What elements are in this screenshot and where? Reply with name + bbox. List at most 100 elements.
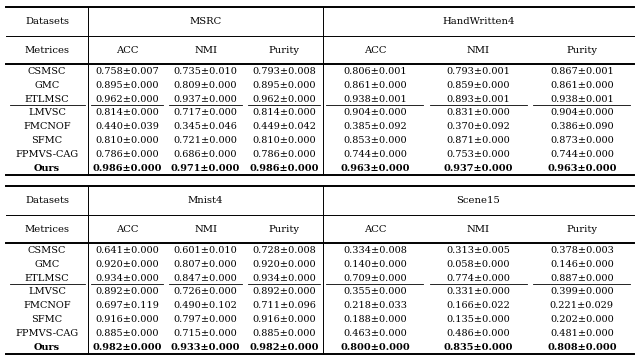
Text: 0.786±0.000: 0.786±0.000	[95, 150, 159, 159]
Text: 0.962±0.000: 0.962±0.000	[252, 95, 316, 103]
Text: 0.861±0.000: 0.861±0.000	[550, 81, 614, 90]
Text: 0.892±0.000: 0.892±0.000	[252, 287, 316, 296]
Text: 0.735±0.010: 0.735±0.010	[173, 67, 237, 76]
Text: 0.814±0.000: 0.814±0.000	[95, 108, 159, 117]
Text: 0.058±0.000: 0.058±0.000	[447, 260, 510, 269]
Text: 0.920±0.000: 0.920±0.000	[252, 260, 316, 269]
Text: Scene15: Scene15	[456, 196, 500, 205]
Text: SFMC: SFMC	[31, 136, 63, 145]
Text: Metrices: Metrices	[25, 45, 70, 54]
Text: 0.490±0.102: 0.490±0.102	[173, 301, 237, 310]
Text: 0.963±0.000: 0.963±0.000	[340, 164, 410, 173]
Text: 0.938±0.001: 0.938±0.001	[550, 95, 614, 103]
Text: 0.920±0.000: 0.920±0.000	[95, 260, 159, 269]
Text: 0.709±0.000: 0.709±0.000	[343, 274, 406, 282]
Text: 0.793±0.001: 0.793±0.001	[447, 67, 510, 76]
Text: 0.378±0.003: 0.378±0.003	[550, 246, 614, 255]
Text: NMI: NMI	[194, 224, 217, 233]
Text: 0.717±0.000: 0.717±0.000	[173, 108, 237, 117]
Text: 0.440±0.039: 0.440±0.039	[95, 122, 159, 131]
Text: FMCNOF: FMCNOF	[23, 122, 71, 131]
Text: ACC: ACC	[116, 224, 138, 233]
Text: 0.146±0.000: 0.146±0.000	[550, 260, 614, 269]
Text: 0.686±0.000: 0.686±0.000	[174, 150, 237, 159]
Text: Ours: Ours	[34, 343, 60, 352]
Text: GMC: GMC	[35, 81, 60, 90]
Text: 0.962±0.000: 0.962±0.000	[95, 95, 159, 103]
Text: 0.904±0.000: 0.904±0.000	[343, 108, 406, 117]
Text: NMI: NMI	[194, 45, 217, 54]
Text: 0.892±0.000: 0.892±0.000	[95, 287, 159, 296]
Text: ACC: ACC	[364, 45, 386, 54]
Text: 0.726±0.000: 0.726±0.000	[173, 287, 237, 296]
Text: 0.916±0.000: 0.916±0.000	[95, 315, 159, 324]
Text: 0.814±0.000: 0.814±0.000	[252, 108, 316, 117]
Text: 0.744±0.000: 0.744±0.000	[343, 150, 407, 159]
Text: Datasets: Datasets	[25, 196, 69, 205]
Text: ETLMSC: ETLMSC	[25, 95, 70, 103]
Text: 0.793±0.008: 0.793±0.008	[252, 67, 316, 76]
Text: 0.831±0.000: 0.831±0.000	[447, 108, 510, 117]
Text: 0.895±0.000: 0.895±0.000	[95, 81, 159, 90]
Text: 0.916±0.000: 0.916±0.000	[252, 315, 316, 324]
Text: 0.370±0.092: 0.370±0.092	[447, 122, 510, 131]
Text: 0.887±0.000: 0.887±0.000	[550, 274, 614, 282]
Text: 0.221±0.029: 0.221±0.029	[550, 301, 614, 310]
Text: 0.218±0.033: 0.218±0.033	[343, 301, 407, 310]
Text: ACC: ACC	[364, 224, 386, 233]
Text: 0.385±0.092: 0.385±0.092	[343, 122, 407, 131]
Text: 0.986±0.000: 0.986±0.000	[92, 164, 162, 173]
Text: 0.140±0.000: 0.140±0.000	[343, 260, 407, 269]
Text: 0.711±0.096: 0.711±0.096	[252, 301, 316, 310]
Text: NMI: NMI	[467, 45, 490, 54]
Text: ETLMSC: ETLMSC	[25, 274, 70, 282]
Text: 0.486±0.000: 0.486±0.000	[447, 329, 510, 338]
Text: LMVSC: LMVSC	[28, 287, 66, 296]
Text: 0.982±0.000: 0.982±0.000	[249, 343, 319, 352]
Text: CSMSC: CSMSC	[28, 246, 67, 255]
Text: 0.867±0.001: 0.867±0.001	[550, 67, 614, 76]
Text: 0.861±0.000: 0.861±0.000	[343, 81, 406, 90]
Text: 0.885±0.000: 0.885±0.000	[95, 329, 159, 338]
Text: 0.697±0.119: 0.697±0.119	[95, 301, 159, 310]
Text: 0.345±0.046: 0.345±0.046	[173, 122, 237, 131]
Text: 0.806±0.001: 0.806±0.001	[343, 67, 406, 76]
Text: Purity: Purity	[268, 224, 300, 233]
Text: Ours: Ours	[34, 164, 60, 173]
Text: FPMVS-CAG: FPMVS-CAG	[15, 329, 79, 338]
Text: 0.786±0.000: 0.786±0.000	[252, 150, 316, 159]
Text: 0.938±0.001: 0.938±0.001	[343, 95, 407, 103]
Text: 0.355±0.000: 0.355±0.000	[343, 287, 406, 296]
Text: 0.937±0.000: 0.937±0.000	[444, 164, 513, 173]
Text: 0.859±0.000: 0.859±0.000	[447, 81, 510, 90]
Text: LMVSC: LMVSC	[28, 108, 66, 117]
Text: 0.449±0.042: 0.449±0.042	[252, 122, 316, 131]
Text: 0.986±0.000: 0.986±0.000	[249, 164, 319, 173]
Text: Metrices: Metrices	[25, 224, 70, 233]
Text: GMC: GMC	[35, 260, 60, 269]
Text: 0.982±0.000: 0.982±0.000	[92, 343, 162, 352]
Text: Purity: Purity	[566, 45, 597, 54]
Text: 0.135±0.000: 0.135±0.000	[447, 315, 510, 324]
Text: 0.808±0.000: 0.808±0.000	[547, 343, 617, 352]
Text: 0.893±0.001: 0.893±0.001	[447, 95, 510, 103]
Text: Purity: Purity	[268, 45, 300, 54]
Text: 0.807±0.000: 0.807±0.000	[173, 260, 237, 269]
Text: 0.810±0.000: 0.810±0.000	[95, 136, 159, 145]
Text: 0.601±0.010: 0.601±0.010	[173, 246, 237, 255]
Text: 0.202±0.000: 0.202±0.000	[550, 315, 614, 324]
Text: 0.715±0.000: 0.715±0.000	[173, 329, 237, 338]
Text: 0.934±0.000: 0.934±0.000	[95, 274, 159, 282]
Text: 0.313±0.005: 0.313±0.005	[447, 246, 510, 255]
Text: NMI: NMI	[467, 224, 490, 233]
Text: MSRC: MSRC	[189, 17, 221, 26]
Text: HandWritten4: HandWritten4	[442, 17, 515, 26]
Text: 0.463±0.000: 0.463±0.000	[343, 329, 407, 338]
Text: ACC: ACC	[116, 45, 138, 54]
Text: 0.800±0.000: 0.800±0.000	[340, 343, 410, 352]
Text: 0.871±0.000: 0.871±0.000	[447, 136, 510, 145]
Text: CSMSC: CSMSC	[28, 67, 67, 76]
Text: 0.963±0.000: 0.963±0.000	[547, 164, 616, 173]
Text: 0.810±0.000: 0.810±0.000	[252, 136, 316, 145]
Text: 0.934±0.000: 0.934±0.000	[252, 274, 316, 282]
